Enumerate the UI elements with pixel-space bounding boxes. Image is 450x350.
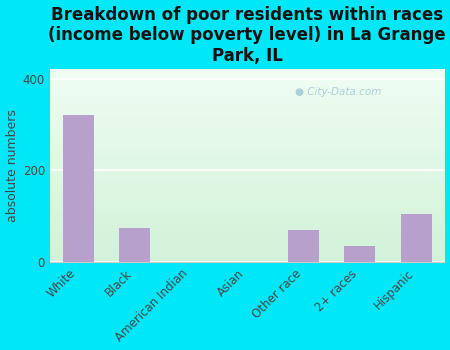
Bar (119, 228, 150, 262)
Title: Breakdown of poor residents within races
(income below poverty level) in La Gran: Breakdown of poor residents within races… (48, 6, 446, 65)
Bar (288, 230, 319, 262)
Y-axis label: absolute numbers: absolute numbers (5, 110, 18, 222)
Bar (63, 116, 94, 262)
Bar (344, 246, 375, 262)
Text: ● City-Data.com: ● City-Data.com (295, 86, 381, 97)
Bar (401, 214, 432, 262)
